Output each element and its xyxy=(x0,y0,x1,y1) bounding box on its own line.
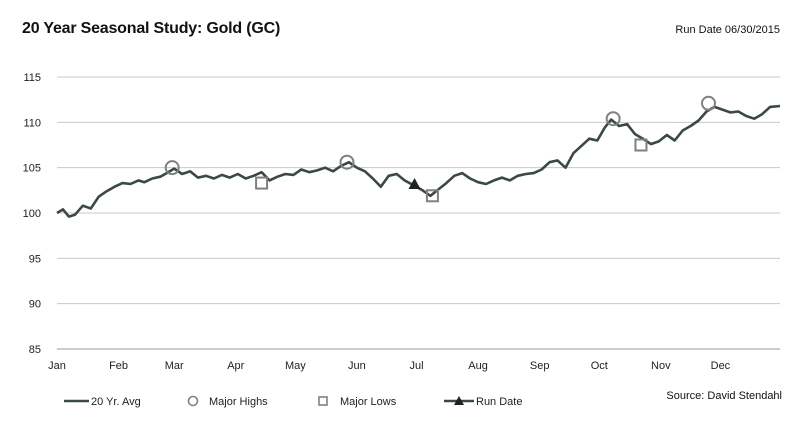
major-high-marker xyxy=(164,160,180,176)
x-tick-label: Sep xyxy=(530,360,550,372)
y-tick-label: 95 xyxy=(29,253,41,265)
x-tick-label: Feb xyxy=(109,360,128,372)
legend-label: Major Highs xyxy=(209,396,268,408)
y-tick-label: 100 xyxy=(23,208,41,220)
x-tick-label: Oct xyxy=(591,360,608,372)
x-tick-label: Jan xyxy=(48,360,66,372)
y-tick-label: 85 xyxy=(29,344,41,356)
legend-triangle-swatch xyxy=(454,396,464,405)
x-tick-label: Jul xyxy=(409,360,423,372)
x-tick-label: Dec xyxy=(711,360,731,372)
major-low-marker xyxy=(255,176,269,190)
x-tick-label: Mar xyxy=(165,360,184,372)
x-tick-label: Nov xyxy=(651,360,671,372)
y-tick-label: 105 xyxy=(23,163,41,175)
legend-label: Run Date xyxy=(476,396,522,408)
source-note: Source: David Stendahl xyxy=(666,390,782,402)
major-low-marker xyxy=(634,138,648,152)
x-tick-label: Aug xyxy=(468,360,488,372)
legend-label: Major Lows xyxy=(340,396,397,408)
y-tick-label: 115 xyxy=(23,72,41,84)
y-tick-label: 110 xyxy=(23,117,41,129)
run-date-marker xyxy=(408,177,421,189)
x-tick-label: Apr xyxy=(227,360,244,372)
legend-label: 20 Yr. Avg xyxy=(91,396,141,408)
major-high-marker xyxy=(339,154,355,170)
x-tick-label: Jun xyxy=(348,360,366,372)
legend-square-swatch xyxy=(318,396,328,406)
chart-title: 20 Year Seasonal Study: Gold (GC) xyxy=(22,20,281,37)
legend-circle-swatch xyxy=(187,395,199,407)
run-date-label: Run Date 06/30/2015 xyxy=(675,24,780,36)
x-tick-label: May xyxy=(285,360,306,372)
major-high-marker xyxy=(700,95,716,111)
major-low-marker xyxy=(425,189,439,203)
major-high-marker xyxy=(605,111,621,127)
y-tick-label: 90 xyxy=(29,299,41,311)
